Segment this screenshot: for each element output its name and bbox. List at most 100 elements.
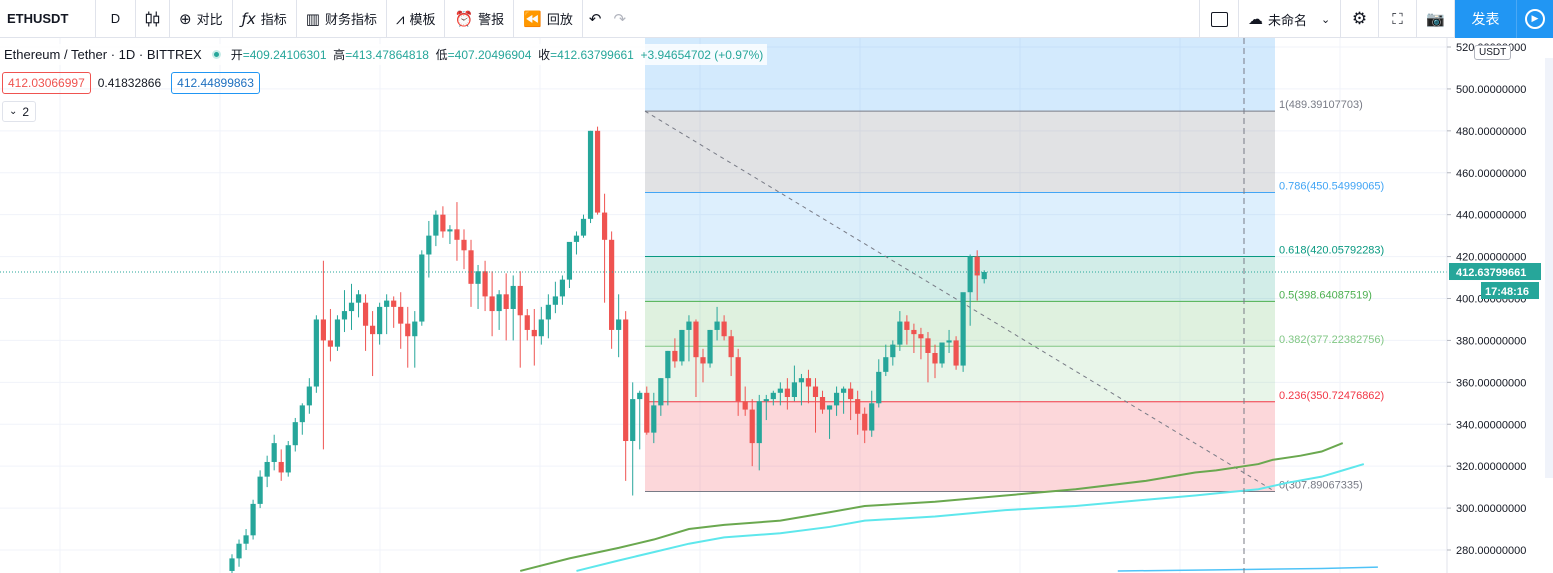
candle <box>229 554 235 573</box>
fib-level-label: 0.5(398.64087519) <box>1279 289 1372 301</box>
candle <box>609 231 615 349</box>
candle <box>278 449 284 481</box>
candle <box>686 315 692 362</box>
axis-scroll-handle[interactable] <box>1545 58 1553 478</box>
candle <box>405 306 411 368</box>
symbol-search-button[interactable]: ETHUSDT <box>0 0 96 38</box>
fib-level-label: 1(489.39107703) <box>1279 99 1363 111</box>
publish-button[interactable]: 发表 <box>1455 0 1517 38</box>
layout-name-dropdown[interactable]: ☁ 未命名 ⌄ <box>1239 0 1341 38</box>
snapshot-button[interactable]: 📷 <box>1417 0 1455 38</box>
candle <box>566 241 573 289</box>
candle <box>510 275 516 341</box>
redo-button[interactable]: ↷ <box>607 0 632 38</box>
candle <box>756 394 762 471</box>
candle <box>637 390 643 450</box>
price-axis[interactable]: 520.00000000500.00000000480.00000000460.… <box>1446 38 1553 573</box>
candle <box>327 308 334 362</box>
candle <box>243 529 249 550</box>
candle <box>693 319 699 398</box>
fib-level-label: 0.382(377.22382756) <box>1279 334 1384 346</box>
candle <box>341 290 348 333</box>
candle <box>496 290 502 330</box>
indicators-collapse-button[interactable]: ⌄ 2 <box>2 101 37 122</box>
price-tick-label: 340.00000000 <box>1456 419 1526 431</box>
cloud-check-icon: ☁ <box>1248 10 1263 28</box>
play-button[interactable]: ▶ <box>1517 0 1553 38</box>
candle <box>475 264 481 309</box>
candle <box>869 390 875 437</box>
candle <box>412 311 418 368</box>
fib-level-label: 0.786(450.54999065) <box>1279 181 1384 193</box>
series-legend: Ethereum / Tether · 1D · BITTREX 开=409.2… <box>0 44 768 65</box>
candle <box>777 382 783 406</box>
candle <box>672 338 678 368</box>
candle <box>932 344 938 379</box>
fullscreen-button[interactable]: ⛶ <box>1379 0 1417 38</box>
interval-button[interactable]: D <box>96 0 136 38</box>
templates-button[interactable]: ⩘ 模板 <box>387 0 446 38</box>
candle <box>587 130 594 224</box>
candle <box>918 327 924 360</box>
candle <box>384 294 390 335</box>
financials-button[interactable]: ▥ 财务指标 <box>297 0 387 38</box>
bid-badge[interactable]: 412.03066997 <box>2 72 91 94</box>
price-tick-label: 420.00000000 <box>1456 252 1526 264</box>
spread-value: 0.41832866 <box>97 76 162 90</box>
ask-badge[interactable]: 412.44899863 <box>171 72 260 94</box>
candle <box>482 260 488 312</box>
candle <box>960 292 966 372</box>
layout-toggle-button[interactable] <box>1199 0 1239 38</box>
last-price-label: 412.63799661 <box>1449 263 1541 281</box>
candle <box>721 315 727 341</box>
candle <box>377 302 383 345</box>
candles-icon <box>145 11 160 26</box>
candle <box>264 455 270 488</box>
bar-chart-icon: ▥ <box>305 9 320 28</box>
candle <box>517 271 523 368</box>
legend-title: Ethereum / Tether · 1D · BITTREX <box>4 47 202 62</box>
candle <box>805 369 812 404</box>
candle <box>974 250 980 301</box>
candle <box>426 220 432 278</box>
candle <box>812 378 819 433</box>
candle <box>784 378 790 410</box>
plus-circle-icon: ⊕ <box>179 9 192 28</box>
settings-button[interactable]: ⚙ <box>1341 0 1379 38</box>
svg-text:17:48:16: 17:48:16 <box>1485 286 1529 298</box>
countdown-label: 17:48:16 <box>1481 282 1539 300</box>
candle <box>559 275 566 305</box>
undo-button[interactable]: ↶ <box>583 0 608 38</box>
fib-retracement[interactable]: 1(489.39107703) 0.786(450.54999065) 0.618(… <box>644 38 1384 493</box>
replay-button[interactable]: ⏪ 回放 <box>514 0 583 38</box>
currency-badge[interactable]: USDT <box>1474 45 1512 60</box>
fib-level-label: 0(307.89067335) <box>1279 480 1363 492</box>
candle <box>236 539 242 567</box>
chart-style-button[interactable] <box>136 0 170 38</box>
candle <box>763 394 769 421</box>
price-tick-label: 480.00000000 <box>1456 126 1526 138</box>
price-chart[interactable]: 1(489.39107703) 0.786(450.54999065) 0.618(… <box>0 38 1553 573</box>
compare-button[interactable]: ⊕ 对比 <box>170 0 233 38</box>
layout-name-label: 未命名 <box>1268 12 1308 28</box>
indicators-button[interactable]: ƒx 指标 <box>233 0 297 38</box>
candle <box>826 405 833 439</box>
candle <box>580 214 587 238</box>
candle <box>770 390 776 406</box>
alert-button[interactable]: ⏰ 警报 <box>445 0 515 38</box>
candle <box>545 294 551 339</box>
candle <box>876 359 882 408</box>
candle <box>313 315 319 393</box>
financials-label: 财务指标 <box>324 12 377 27</box>
candle <box>573 231 580 255</box>
ma-blue-line <box>1117 566 1378 572</box>
fib-zone <box>645 401 1275 492</box>
candle <box>398 292 404 349</box>
camera-icon: 📷 <box>1426 10 1445 28</box>
replay-label: 回放 <box>546 12 573 27</box>
candle <box>911 323 917 353</box>
candle <box>735 348 741 416</box>
candle <box>524 308 530 341</box>
price-tick-label: 440.00000000 <box>1456 210 1526 222</box>
function-icon: ƒx <box>241 9 256 28</box>
